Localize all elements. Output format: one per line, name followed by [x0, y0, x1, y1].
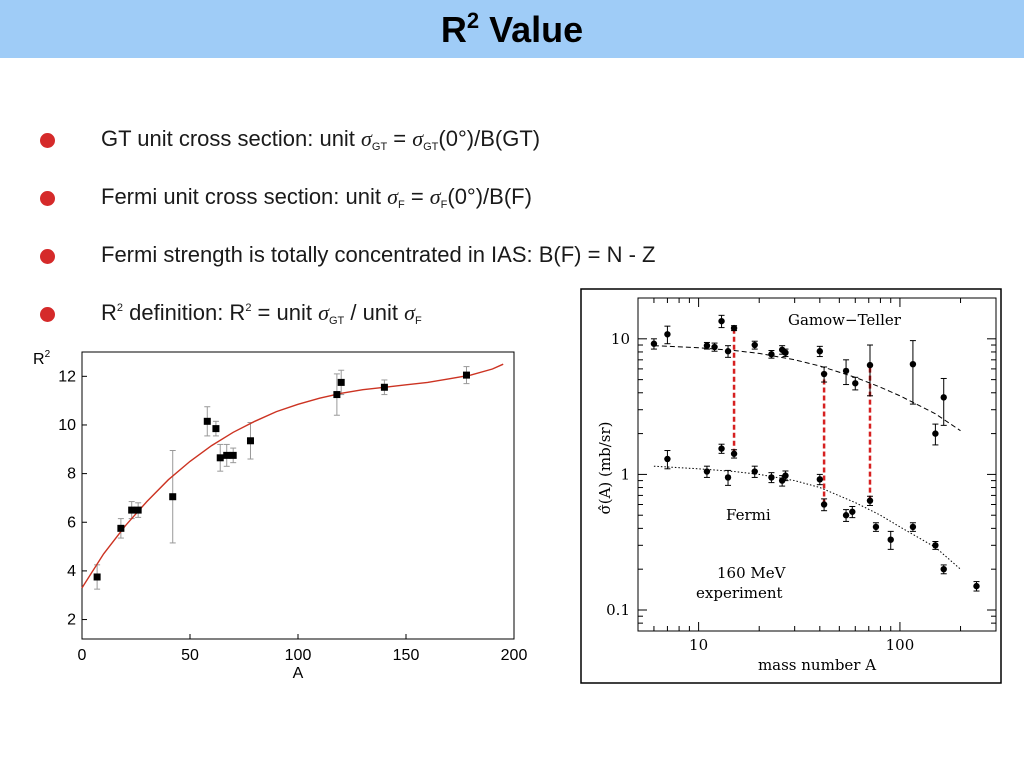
bullet-dot-icon: [40, 133, 55, 148]
data-point: [93, 573, 101, 581]
data-point: [333, 391, 341, 399]
data-point: [866, 361, 874, 369]
data-point: [212, 425, 220, 433]
data-point: [751, 341, 758, 349]
cross-section-chart: 10 100 10 1 0.1 Gamow−Teller Fermi 160 MeV e…: [580, 288, 1002, 684]
data-point: [940, 565, 947, 573]
title-bar: [0, 0, 1024, 58]
x-tick-label: 50: [181, 647, 199, 664]
y-tick-label: 12: [58, 368, 76, 385]
data-point: [703, 342, 711, 349]
data-point: [973, 582, 980, 590]
data-point: [842, 367, 850, 375]
gt-trend-line: [653, 345, 961, 432]
bullet-dot-icon: [40, 307, 55, 322]
outer-frame: [580, 288, 1002, 684]
bullet-text: Fermi unit cross section: unit σF = σF(0…: [101, 184, 532, 211]
data-point: [909, 523, 917, 531]
data-point: [751, 468, 758, 475]
r2-vs-a-chart: 0 50 100 150 200 2 4 6 8 10 12 R2 A: [33, 349, 528, 682]
data-point: [730, 450, 738, 457]
data-point: [730, 324, 738, 332]
fermi-trend-line: [653, 465, 961, 570]
y-axis-label: σ̂(A) (mb/sr): [596, 422, 614, 515]
bullet-dot-icon: [40, 191, 55, 206]
experiment-label: experiment: [696, 584, 783, 602]
data-point: [872, 523, 880, 531]
title-text-rest: Value: [479, 9, 584, 50]
x-axis-label: mass number A: [758, 656, 876, 674]
x-axis-label: A: [293, 665, 304, 682]
data-point: [117, 524, 125, 532]
title-text: R: [440, 9, 467, 50]
data-point: [724, 474, 732, 481]
data-point: [932, 542, 939, 549]
fit-curve: [81, 363, 504, 589]
data-point: [462, 371, 470, 379]
data-point: [216, 454, 224, 462]
data-point: [223, 451, 231, 459]
y-axis-label: R2: [33, 349, 51, 368]
x-tick-label: 10: [689, 636, 708, 654]
data-point: [203, 417, 211, 425]
gt-label: Gamow−Teller: [788, 311, 902, 329]
energy-label: 160 MeV: [717, 564, 787, 582]
data-point: [337, 378, 345, 386]
data-point: [816, 476, 824, 483]
data-point: [816, 348, 824, 355]
data-point: [724, 348, 732, 355]
data-point: [128, 506, 136, 514]
data-point: [134, 506, 142, 514]
plot-frame: [637, 297, 997, 632]
data-point: [768, 474, 775, 481]
y-tick-label: 10: [611, 330, 630, 348]
data-point: [229, 451, 237, 459]
data-point: [703, 468, 711, 475]
data-point: [711, 343, 718, 351]
x-tick-label: 150: [393, 647, 420, 664]
data-point: [380, 383, 388, 391]
data-point: [718, 317, 725, 325]
data-point: [169, 493, 177, 501]
y-tick-label: 6: [67, 514, 76, 531]
data-point: [246, 437, 254, 445]
title-superscript: 2: [466, 8, 480, 33]
data-point: [932, 430, 939, 437]
x-tick-label: 100: [886, 636, 915, 654]
data-point: [852, 380, 859, 387]
data-point: [768, 351, 775, 358]
bullet-text: GT unit cross section: unit σGT = σGT(0°…: [101, 126, 541, 153]
data-point: [718, 445, 725, 452]
data-point: [664, 455, 671, 463]
x-tick-label: 100: [285, 647, 312, 664]
data-point: [820, 501, 828, 508]
data-point: [650, 340, 658, 347]
page-title: R2 Value: [0, 8, 1024, 51]
y-tick-label: 0.1: [606, 601, 630, 619]
data-point: [887, 536, 894, 543]
bullet-dot-icon: [40, 249, 55, 264]
data-point: [778, 477, 786, 484]
x-tick-label: 200: [501, 647, 528, 664]
data-point: [782, 472, 789, 479]
y-tick-label: 2: [67, 612, 76, 629]
x-tick-label: 0: [78, 647, 87, 664]
data-point: [782, 349, 789, 356]
data-point: [842, 512, 850, 519]
plot-frame: [81, 351, 515, 640]
data-point: [664, 331, 671, 338]
data-point: [866, 497, 874, 504]
data-point: [849, 508, 856, 515]
bullet-text: R2 definition: R2 = unit σGT / unit σF: [101, 300, 422, 327]
y-tick-label: 8: [67, 466, 76, 483]
y-tick-label: 4: [67, 563, 76, 580]
y-tick-label: 10: [58, 417, 76, 434]
bullet-text: Fermi strength is totally concentrated i…: [101, 242, 656, 267]
fermi-label: Fermi: [726, 506, 771, 524]
data-point: [940, 394, 947, 401]
data-point: [909, 360, 917, 368]
y-tick-label: 1: [620, 465, 630, 483]
data-point: [820, 370, 828, 378]
